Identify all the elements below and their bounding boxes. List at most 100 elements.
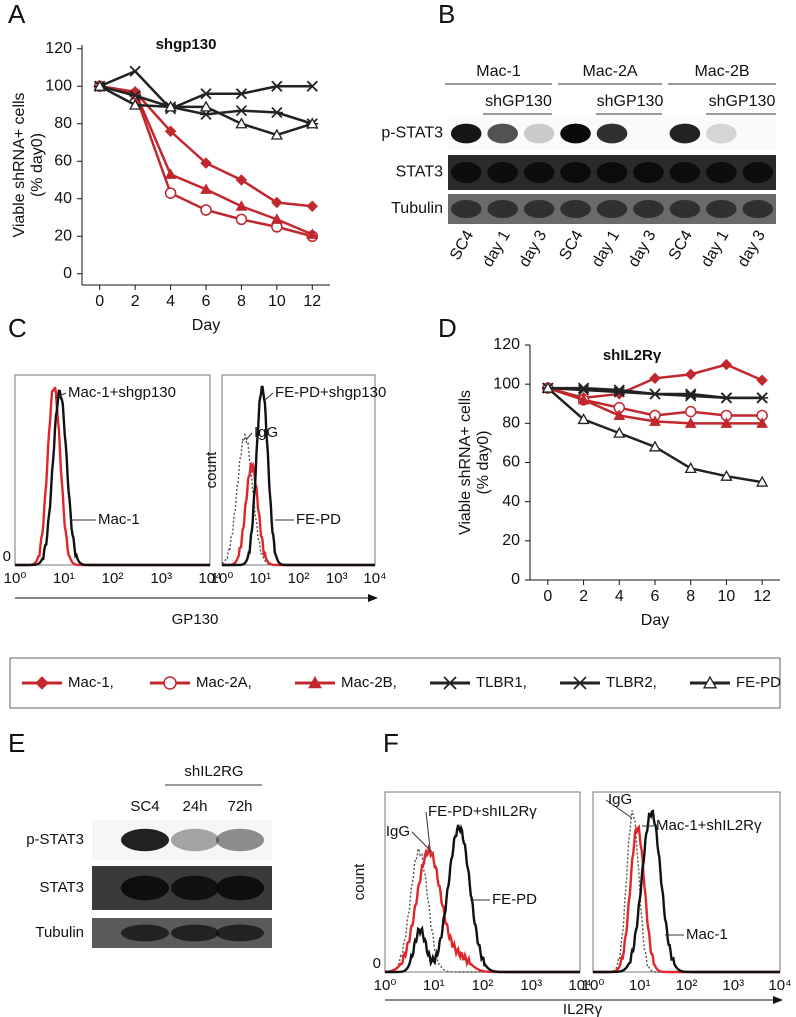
y-axis-label: Viable shRNA+ cells bbox=[457, 390, 474, 535]
y-tick-label: 0 bbox=[63, 265, 72, 282]
treatment-label: shGP130 bbox=[485, 93, 552, 110]
marker bbox=[200, 88, 212, 100]
x-tick-label: 10 bbox=[718, 588, 736, 605]
marker bbox=[443, 676, 457, 690]
annotation: Mac-1+shgp130 bbox=[68, 384, 176, 401]
histogram-curve bbox=[222, 385, 375, 567]
y-tick-label: 120 bbox=[493, 336, 520, 353]
blot-band bbox=[171, 828, 219, 852]
annotation-line bbox=[605, 799, 633, 819]
marker bbox=[235, 200, 248, 211]
y-tick-label: 60 bbox=[502, 454, 520, 471]
x-tick-label: 4 bbox=[615, 588, 624, 605]
marker bbox=[756, 392, 769, 404]
blot-band bbox=[450, 123, 482, 144]
panel-label: D bbox=[438, 313, 457, 343]
x-axis-label: Day bbox=[641, 612, 669, 629]
x-tick-label: 4 bbox=[166, 293, 175, 310]
marker bbox=[164, 100, 177, 112]
x-tick-label: 0 bbox=[95, 293, 104, 310]
x-tick-label: 8 bbox=[237, 293, 246, 310]
marker bbox=[756, 475, 769, 487]
x-tick-label: 10³ bbox=[150, 570, 172, 587]
x-tick-label: 10⁴ bbox=[363, 570, 386, 587]
x-tick-label: 10³ bbox=[326, 570, 348, 587]
y-tick-label: 20 bbox=[502, 532, 520, 549]
x-tick-label: 10¹ bbox=[249, 570, 271, 587]
y-axis-label: (% day0) bbox=[29, 133, 46, 197]
marker bbox=[164, 125, 177, 137]
marker bbox=[720, 469, 733, 481]
treatment-label: shGP130 bbox=[709, 93, 776, 110]
x-tick-label: 10² bbox=[472, 977, 494, 994]
marker bbox=[541, 381, 554, 393]
blot-band bbox=[560, 200, 591, 218]
x-tick-label: 6 bbox=[202, 293, 211, 310]
lane-label: 72h bbox=[227, 798, 252, 815]
marker bbox=[649, 372, 661, 384]
legend-label: TLBR1, bbox=[476, 674, 527, 691]
annotation-line bbox=[264, 392, 274, 401]
blot-band bbox=[450, 200, 482, 218]
marker bbox=[577, 413, 590, 425]
marker bbox=[572, 676, 588, 690]
y-tick-label: 80 bbox=[54, 115, 72, 132]
blot-band bbox=[121, 924, 169, 942]
row-label: STAT3 bbox=[396, 164, 444, 181]
marker bbox=[720, 358, 733, 371]
marker bbox=[720, 417, 733, 428]
x-tick-label: 10⁴ bbox=[768, 977, 791, 994]
marker bbox=[129, 90, 142, 102]
blot-band bbox=[121, 875, 169, 901]
annotation: FE-PD+shgp130 bbox=[275, 384, 386, 401]
blot-band bbox=[706, 200, 737, 218]
marker bbox=[271, 213, 283, 224]
y-tick-label: 0 bbox=[373, 955, 381, 972]
y-axis-label: count bbox=[203, 451, 220, 489]
y-tick-label: 20 bbox=[54, 227, 72, 244]
marker bbox=[164, 168, 177, 179]
lane-label: SC4 bbox=[447, 228, 477, 264]
marker bbox=[235, 117, 248, 129]
blot-band bbox=[706, 123, 737, 144]
annotation: FE-PD+shIL2Rγ bbox=[428, 803, 537, 820]
marker bbox=[577, 393, 590, 405]
marker bbox=[306, 80, 318, 92]
y-axis-label: (% day0) bbox=[475, 430, 492, 494]
annotation: FE-PD bbox=[296, 511, 341, 528]
annotation: IgG bbox=[386, 823, 410, 840]
chart-title: shIL2Rγ bbox=[603, 347, 662, 364]
marker bbox=[306, 228, 319, 239]
marker bbox=[129, 65, 141, 77]
marker bbox=[684, 390, 697, 402]
marker bbox=[235, 105, 248, 117]
blot-band bbox=[560, 123, 591, 144]
annotation: IgG bbox=[608, 791, 632, 808]
marker bbox=[756, 417, 768, 428]
marker bbox=[235, 213, 248, 226]
blot-band bbox=[633, 200, 664, 218]
histogram-curve bbox=[15, 386, 210, 567]
x-tick-label: 10² bbox=[102, 570, 124, 587]
marker bbox=[163, 676, 177, 690]
blot-band bbox=[742, 200, 774, 218]
group-label: Mac-1 bbox=[476, 63, 521, 80]
x-tick-label: 8 bbox=[686, 588, 695, 605]
x-axis-label: Day bbox=[192, 317, 220, 334]
histogram-curve bbox=[593, 809, 780, 974]
panel-label: F bbox=[383, 728, 399, 758]
annotation-line bbox=[411, 831, 433, 853]
marker bbox=[270, 106, 283, 119]
group-label: Mac-2B bbox=[694, 63, 749, 80]
lane-label: day 1 bbox=[589, 228, 623, 270]
x-tick-label: 10² bbox=[676, 977, 698, 994]
blot-band bbox=[523, 162, 555, 183]
marker bbox=[684, 417, 697, 428]
marker bbox=[577, 384, 590, 396]
x-tick-label: 10³ bbox=[520, 977, 542, 994]
histogram-frame bbox=[221, 374, 376, 566]
marker bbox=[648, 440, 662, 452]
x-tick-label: 2 bbox=[131, 293, 140, 310]
legend-label: FE-PD bbox=[736, 674, 781, 691]
legend-box bbox=[9, 657, 781, 709]
